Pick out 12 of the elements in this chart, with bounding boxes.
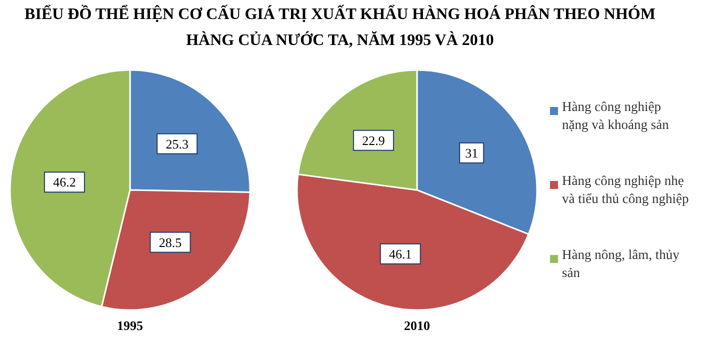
data-label: 46.1: [389, 246, 412, 262]
data-label: 25.3: [166, 136, 188, 152]
legend-label: Hàng công nghiệp nặng và khoáng sản: [562, 98, 670, 134]
text: 2010: [404, 318, 430, 333]
legend-label: Hàng công nghiệp nhẹ và tiểu thủ công nghiệp: [562, 172, 690, 208]
text: BIỂU ĐỒ THỂ HIỆN CƠ CẤU GIÁ TRỊ XUẤT KHẨU HÀNG HOÁ PHÂN THEO NHÓM HÀNG CỦA NƯỚC TA, NĂM 1995 VÀ 2010: [24, 4, 656, 51]
data-label: 46.2: [53, 174, 76, 190]
data-label: 22.9: [362, 132, 385, 148]
text: 1995: [117, 318, 144, 333]
legend-label: Hàng nông, lâm, thủy sản: [562, 246, 680, 282]
data-label: 28.5: [158, 234, 182, 250]
data-label: 31: [465, 145, 478, 160]
